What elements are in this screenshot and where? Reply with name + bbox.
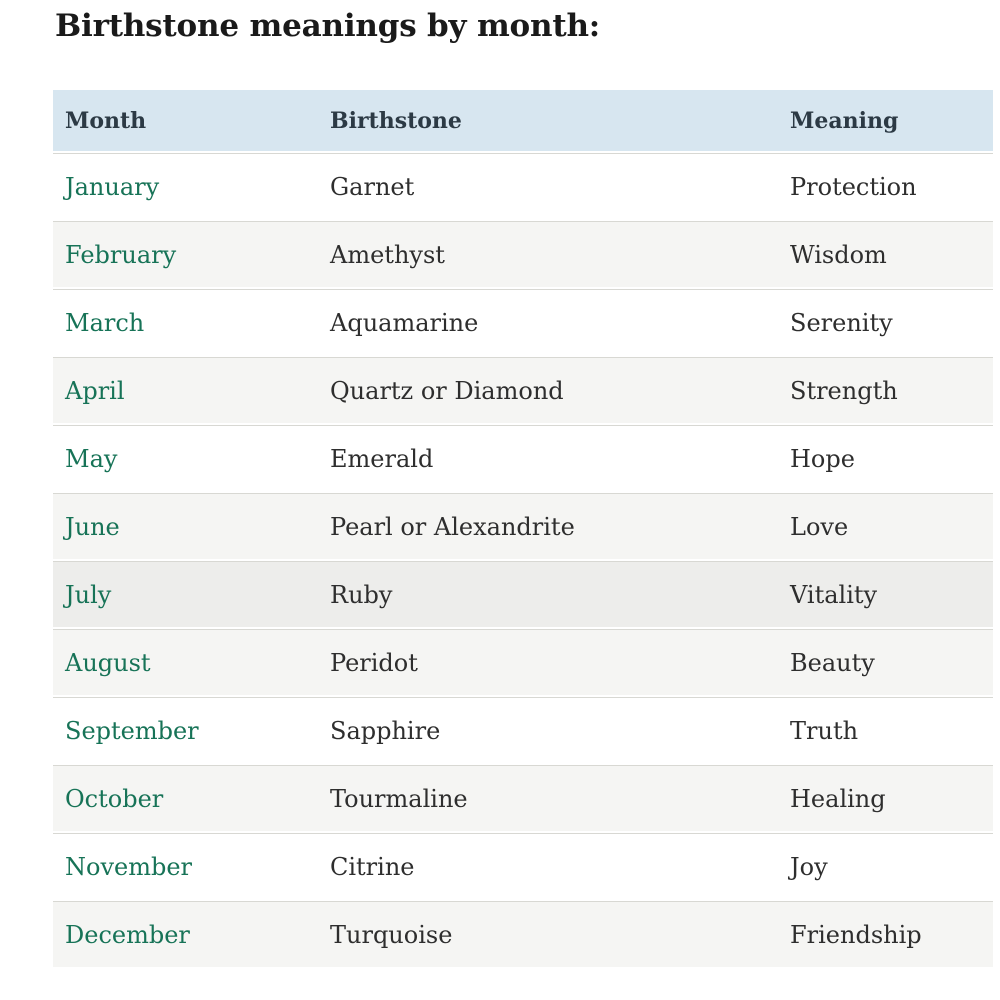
meaning-cell-may: Hope bbox=[790, 444, 855, 473]
month-cell-july: July bbox=[65, 581, 330, 609]
birthstone-cell-may: Emerald bbox=[330, 444, 434, 473]
page-title: Birthstone meanings by month: bbox=[55, 8, 601, 44]
month-link-may[interactable]: May bbox=[65, 444, 118, 473]
month-link-april[interactable]: April bbox=[65, 376, 125, 405]
birthstone-cell-july: Ruby bbox=[330, 580, 393, 609]
month-cell-december: December bbox=[65, 921, 330, 949]
month-link-november[interactable]: November bbox=[65, 852, 193, 881]
table-row-may: May Emerald Hope bbox=[53, 425, 993, 491]
meaning-cell-april: Strength bbox=[790, 376, 898, 405]
table-row-march: March Aquamarine Serenity bbox=[53, 289, 993, 355]
month-link-august[interactable]: August bbox=[65, 648, 151, 677]
month-cell-january: January bbox=[65, 173, 330, 201]
table-row-january: January Garnet Protection bbox=[53, 153, 993, 219]
birthstone-cell-june: Pearl or Alexandrite bbox=[330, 512, 575, 541]
meaning-cell-september: Truth bbox=[790, 716, 859, 745]
birthstone-cell-april: Quartz or Diamond bbox=[330, 376, 564, 405]
meaning-cell-october: Healing bbox=[790, 784, 886, 813]
table-row-june: June Pearl or Alexandrite Love bbox=[53, 493, 993, 559]
month-cell-september: September bbox=[65, 717, 330, 745]
header-cell-birthstone: Birthstone bbox=[330, 107, 462, 134]
month-link-january[interactable]: January bbox=[65, 172, 160, 201]
month-cell-november: November bbox=[65, 853, 330, 881]
table-row-august: August Peridot Beauty bbox=[53, 629, 993, 695]
birthstone-cell-september: Sapphire bbox=[330, 716, 441, 745]
table-row-april: April Quartz or Diamond Strength bbox=[53, 357, 993, 423]
meaning-cell-november: Joy bbox=[790, 852, 828, 881]
month-cell-may: May bbox=[65, 445, 330, 473]
table-row-february: February Amethyst Wisdom bbox=[53, 221, 993, 287]
table-row-september: September Sapphire Truth bbox=[53, 697, 993, 763]
month-link-july[interactable]: July bbox=[65, 580, 112, 609]
month-link-february[interactable]: February bbox=[65, 240, 177, 269]
meaning-cell-july: Vitality bbox=[790, 580, 878, 609]
table-row-november: November Citrine Joy bbox=[53, 833, 993, 899]
month-cell-april: April bbox=[65, 377, 330, 405]
month-link-september[interactable]: September bbox=[65, 716, 199, 745]
month-link-december[interactable]: December bbox=[65, 920, 190, 949]
birthstone-cell-october: Tourmaline bbox=[330, 784, 468, 813]
month-cell-march: March bbox=[65, 309, 330, 337]
table-header-row: Month Birthstone Meaning bbox=[53, 90, 993, 151]
birthstone-cell-november: Citrine bbox=[330, 852, 415, 881]
table-row-october: October Tourmaline Healing bbox=[53, 765, 993, 831]
month-link-june[interactable]: June bbox=[65, 512, 120, 541]
month-cell-october: October bbox=[65, 785, 330, 813]
birthstone-cell-march: Aquamarine bbox=[330, 308, 479, 337]
month-link-march[interactable]: March bbox=[65, 308, 145, 337]
header-cell-month: Month bbox=[65, 107, 147, 134]
meaning-cell-june: Love bbox=[790, 512, 849, 541]
table-body: January Garnet Protection February Amethyst W… bbox=[53, 153, 993, 967]
month-cell-august: August bbox=[65, 649, 330, 677]
month-link-october[interactable]: October bbox=[65, 784, 164, 813]
birthstone-cell-january: Garnet bbox=[330, 172, 415, 201]
meaning-cell-february: Wisdom bbox=[790, 240, 887, 269]
month-cell-june: June bbox=[65, 513, 330, 541]
birthstone-table: Month Birthstone Meaning January Garnet Pr… bbox=[53, 90, 993, 967]
meaning-cell-august: Beauty bbox=[790, 648, 875, 677]
birthstone-cell-december: Turquoise bbox=[330, 920, 453, 949]
month-cell-february: February bbox=[65, 241, 330, 269]
meaning-cell-january: Protection bbox=[790, 172, 917, 201]
meaning-cell-march: Serenity bbox=[790, 308, 893, 337]
header-cell-meaning: Meaning bbox=[790, 107, 899, 134]
table-row-july: July Ruby Vitality bbox=[53, 561, 993, 627]
table-row-december: December Turquoise Friendship bbox=[53, 901, 993, 967]
meaning-cell-december: Friendship bbox=[790, 920, 922, 949]
birthstone-cell-august: Peridot bbox=[330, 648, 418, 677]
birthstone-cell-february: Amethyst bbox=[330, 240, 445, 269]
